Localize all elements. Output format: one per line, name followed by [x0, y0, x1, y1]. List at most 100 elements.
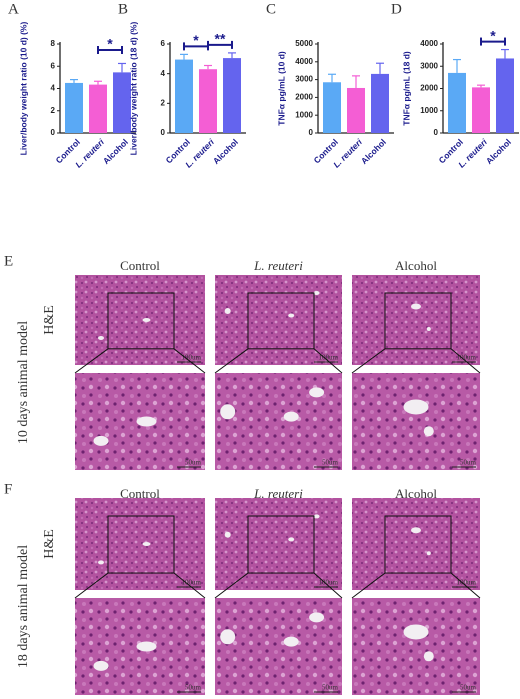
y-tick-label: 2 [161, 98, 166, 107]
zoom-line [450, 348, 481, 374]
scale-bar-label: 100um [182, 354, 202, 362]
error-bar [453, 58, 461, 73]
y-tick-label: 1000 [295, 110, 313, 119]
scale-bar-label: 50um [185, 459, 202, 467]
group-label: L. reuteri [253, 258, 303, 273]
significance-label: * [490, 27, 496, 43]
y-tick-label: 0 [434, 128, 439, 137]
scale-bar-label: 100um [457, 579, 477, 587]
x-tick-label: Alcohol [211, 137, 240, 166]
panel-label: C [266, 1, 276, 17]
zoom-line [450, 572, 481, 599]
error-bar [477, 84, 485, 88]
vessel [313, 514, 320, 519]
bar [448, 72, 466, 133]
vessel [93, 435, 109, 446]
micrograph [215, 598, 342, 695]
vessel [411, 303, 421, 310]
zoom-line [74, 572, 109, 599]
significance-bracket: ** [207, 31, 233, 49]
y-tick-label: 8 [51, 39, 56, 48]
scale-bar-label: 50um [460, 459, 477, 467]
group-label: Alcohol [395, 258, 437, 273]
scale-bar-label: 100um [457, 354, 477, 362]
y-tick-label: 3000 [295, 75, 313, 84]
error-bar [376, 62, 384, 74]
vessel [288, 313, 295, 318]
vessel [403, 399, 429, 415]
error-bar [328, 73, 336, 83]
vessel [283, 636, 299, 647]
y-tick-label: 2000 [295, 93, 313, 102]
zoom-line [313, 572, 343, 599]
vessel [309, 612, 325, 623]
vessel [403, 624, 429, 640]
zoom-box [247, 515, 315, 574]
zoom-line [214, 572, 249, 599]
zoom-line [351, 348, 386, 374]
scale-bar-label: 100um [319, 354, 339, 362]
bar [472, 87, 490, 133]
stain-label: H&E [42, 529, 57, 559]
vessel [426, 551, 431, 556]
scale-bar-label: 50um [185, 684, 202, 692]
scale-bar-label: 50um [460, 684, 477, 692]
y-tick-label: 2 [51, 106, 56, 115]
y-tick-label: 6 [161, 39, 166, 48]
bar [496, 58, 514, 133]
vessel [411, 527, 421, 534]
y-tick-label: 0 [161, 128, 166, 137]
y-axis-label: Liver/body weight ratio (18 d) (%) [128, 22, 138, 156]
micrograph [215, 498, 342, 590]
group-label: Control [120, 258, 160, 273]
y-tick-label: 6 [51, 61, 56, 70]
vessel [142, 542, 151, 546]
zoom-box [384, 292, 452, 350]
group-label: Alcohol [395, 486, 437, 501]
panel-label: D [391, 1, 402, 17]
micrograph [75, 275, 205, 365]
error-bar [228, 52, 236, 59]
stain-label: H&E [42, 305, 57, 335]
x-tick-label: Alcohol [484, 137, 513, 166]
model-label: 18 days animal model [16, 545, 31, 668]
zoom-line [74, 348, 109, 374]
vessel [283, 411, 299, 422]
panel-label: A [8, 1, 19, 17]
panel-label: E [4, 253, 13, 269]
x-tick-label: Alcohol [101, 137, 130, 166]
vessel [288, 537, 295, 542]
model-label: 10 days animal model [16, 321, 31, 444]
error-bar [352, 75, 360, 88]
vessel [98, 336, 104, 340]
bar [65, 82, 83, 133]
micrograph [352, 598, 480, 695]
y-tick-label: 4 [161, 69, 166, 78]
error-bar [204, 64, 212, 70]
bar [223, 58, 241, 133]
zoom-box [384, 515, 452, 574]
y-tick-label: 4000 [420, 39, 438, 48]
bar [89, 84, 107, 133]
vessel [309, 387, 325, 398]
scale-bar-label: 50um [322, 459, 339, 467]
y-axis-label: TNFα pg/mL (10 d) [276, 51, 286, 126]
vessel [220, 404, 236, 420]
micrograph [352, 373, 480, 470]
y-tick-label: 0 [309, 128, 314, 137]
vessel [224, 308, 231, 314]
zoom-box [107, 515, 175, 574]
bar [113, 72, 131, 133]
zoom-box [247, 292, 315, 350]
scale-bar-label: 50um [322, 684, 339, 692]
panel-label: B [118, 1, 128, 17]
group-label: Control [120, 486, 160, 501]
micrograph [352, 498, 480, 590]
zoom-line [173, 572, 206, 599]
significance-label: * [193, 32, 199, 48]
y-axis-label: Liver/body weight ratio (10 d) (%) [18, 22, 28, 156]
significance-label: ** [215, 31, 226, 47]
vessel [136, 641, 157, 652]
